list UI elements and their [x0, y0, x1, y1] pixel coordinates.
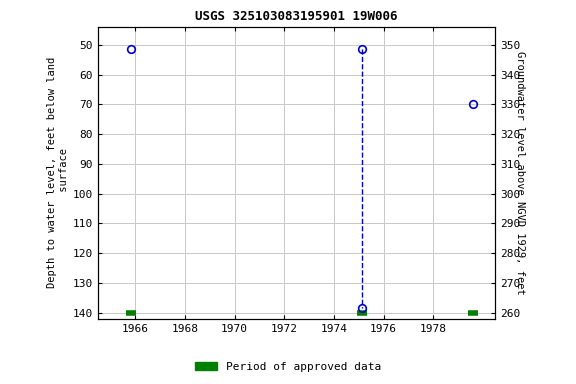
Y-axis label: Groundwater level above NGVD 1929, feet: Groundwater level above NGVD 1929, feet [514, 51, 525, 295]
Y-axis label: Depth to water level, feet below land
 surface: Depth to water level, feet below land su… [47, 57, 69, 288]
Legend: Period of approved data: Period of approved data [191, 358, 385, 377]
Title: USGS 325103083195901 19W006: USGS 325103083195901 19W006 [195, 10, 398, 23]
